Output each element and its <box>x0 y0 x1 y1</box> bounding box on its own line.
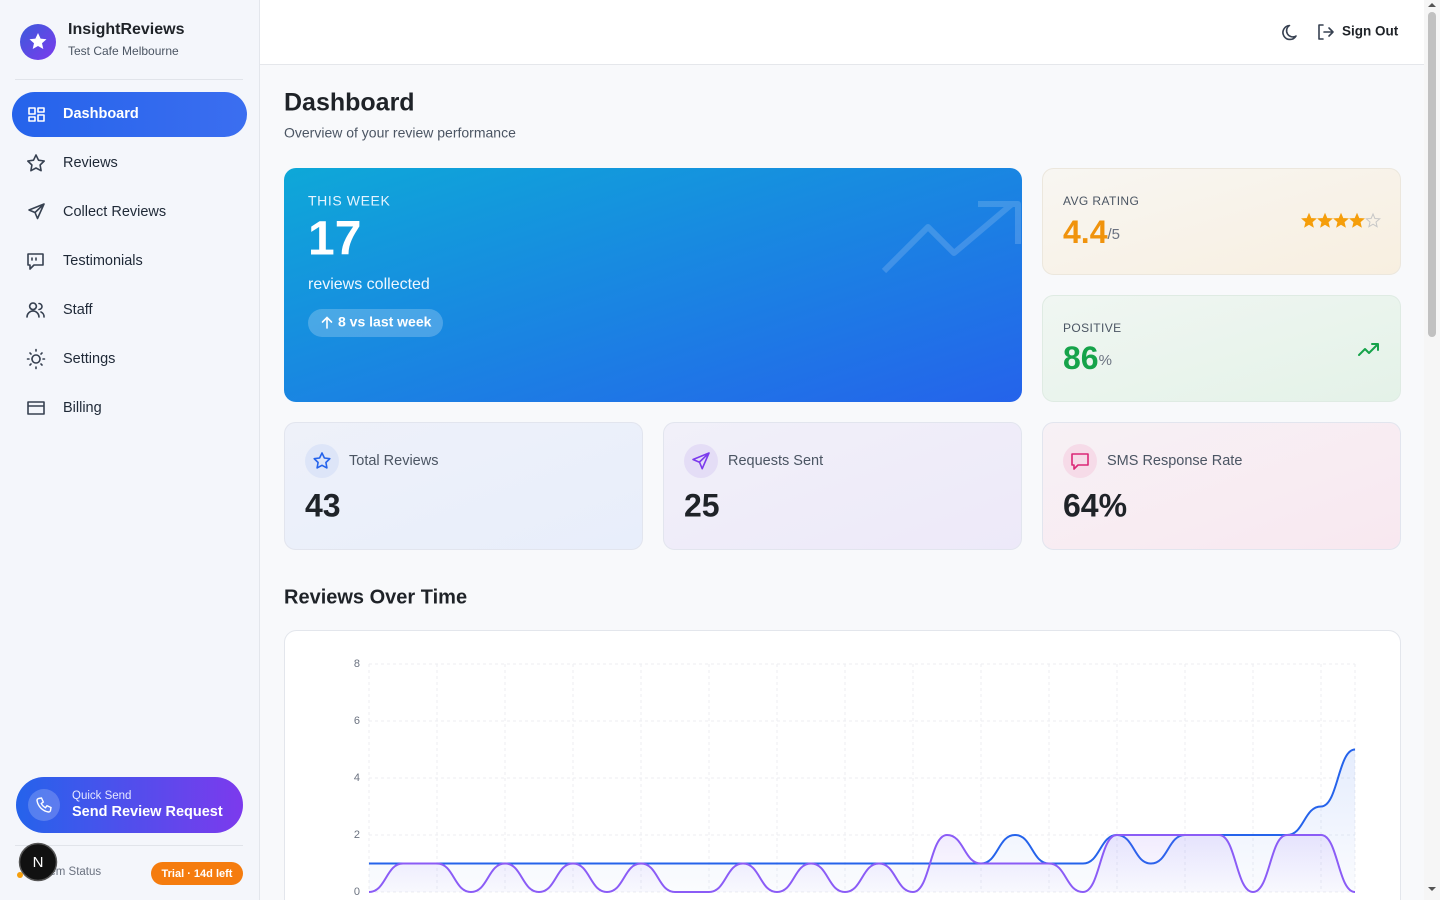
stats: Total Reviews 43 Requests Sent 25 SMS Respon… <box>284 422 1401 550</box>
nav-icon <box>26 302 45 318</box>
avg-rating-label: AVG RATING <box>1063 194 1139 208</box>
avatar[interactable] <box>18 842 58 882</box>
nav: Dashboard Reviews Collect Reviews Testimoni… <box>26 106 166 416</box>
page-title: Dashboard <box>284 89 415 117</box>
brand-star <box>29 33 47 49</box>
nav-icon <box>28 203 45 220</box>
quick-send-button[interactable] <box>16 777 243 833</box>
header <box>260 0 1424 64</box>
this-week-card <box>284 168 1022 402</box>
nav-icon <box>26 348 46 370</box>
sign-out[interactable]: Sign Out <box>1342 24 1399 39</box>
page-subtitle: Overview of your review performance <box>284 125 516 141</box>
phone-icon-bg <box>28 789 60 821</box>
stat-value: 43 <box>305 487 341 523</box>
trial-badge[interactable] <box>151 862 243 885</box>
nav-item[interactable]: Billing <box>63 400 102 416</box>
star <box>1349 212 1365 228</box>
nav-item[interactable]: Staff <box>63 302 94 318</box>
stat-icon <box>1071 453 1089 470</box>
nav-item[interactable]: Testimonials <box>63 253 143 269</box>
trend-decoration <box>881 201 1021 274</box>
brand-name: InsightReviews <box>68 21 185 38</box>
business-name: Test Cafe Melbourne <box>68 44 179 58</box>
scroll-up[interactable] <box>1428 3 1436 7</box>
stat-icon-bg <box>305 444 339 478</box>
stat-label: Total Reviews <box>349 453 438 469</box>
avg-rating-suffix: /5 <box>1107 226 1120 243</box>
nav-active-bg <box>12 92 247 137</box>
this-week-label: THIS WEEK <box>308 193 390 209</box>
avg-rating-card <box>1042 168 1401 275</box>
stat-card <box>284 422 643 550</box>
change-text: 8 vs last week <box>338 314 432 330</box>
nav-icon <box>28 107 45 122</box>
star <box>1333 212 1349 228</box>
positive-value: 86 <box>1063 340 1099 376</box>
avatar-letter: N <box>33 854 44 871</box>
nav-icon <box>27 253 44 270</box>
theme-toggle[interactable] <box>1282 24 1297 41</box>
nav-item[interactable]: Dashboard <box>63 106 139 122</box>
quick-send-label: Quick Send <box>72 790 131 802</box>
y-tick-label: 8 <box>354 658 360 670</box>
change-pill <box>308 309 443 337</box>
chart-card <box>284 630 1401 900</box>
stat-card <box>663 422 1022 550</box>
y-tick-label: 6 <box>354 715 360 727</box>
nav-icon <box>27 154 45 172</box>
stat-value: 25 <box>684 487 720 523</box>
stat-icon <box>313 452 331 469</box>
y-tick-label: 0 <box>354 886 360 898</box>
stat-label: SMS Response Rate <box>1107 453 1242 469</box>
nav-item[interactable]: Reviews <box>63 155 118 171</box>
this-week-caption: reviews collected <box>308 276 430 293</box>
positive-card <box>1042 295 1401 402</box>
chart: 0 2 4 6 8 <box>354 658 1356 898</box>
quick-send-action: Send Review Request <box>72 804 223 820</box>
chart-title: Reviews Over Time <box>284 586 467 608</box>
trial-text: Trial · 14d left <box>162 868 233 880</box>
star <box>1301 212 1317 228</box>
nav-item[interactable]: Collect Reviews <box>63 204 166 220</box>
stat-card <box>1042 422 1401 550</box>
positive-label: POSITIVE <box>1063 321 1122 335</box>
scrollbar-thumb[interactable] <box>1428 12 1436 337</box>
sign-out-icon <box>1318 24 1334 40</box>
sidebar <box>0 0 259 900</box>
status-dot <box>17 872 23 878</box>
stat-label: Requests Sent <box>728 453 823 469</box>
positive: 86% <box>1063 340 1112 376</box>
star <box>1365 212 1381 228</box>
phone-icon <box>36 797 52 813</box>
trend-icon <box>1358 343 1379 356</box>
scroll-down[interactable] <box>1428 887 1436 891</box>
y-tick-label: 2 <box>354 829 360 841</box>
nav-item[interactable]: Settings <box>63 351 115 367</box>
stat-icon <box>692 452 710 470</box>
y-tick-label: 4 <box>354 772 360 784</box>
arrow-up <box>321 316 333 329</box>
this-week-value: 17 <box>308 213 361 266</box>
stat-value: 64% <box>1063 487 1127 523</box>
star <box>1317 212 1333 228</box>
positive-suffix: % <box>1099 352 1112 369</box>
stat-icon-bg <box>1063 444 1097 478</box>
avg-rating: 4.4/5 <box>1063 214 1120 250</box>
series-line <box>368 833 1356 894</box>
avg-rating-value: 4.4 <box>1063 214 1108 250</box>
stars <box>1301 212 1381 228</box>
nav-icon <box>27 401 45 415</box>
series-area <box>369 835 1355 892</box>
